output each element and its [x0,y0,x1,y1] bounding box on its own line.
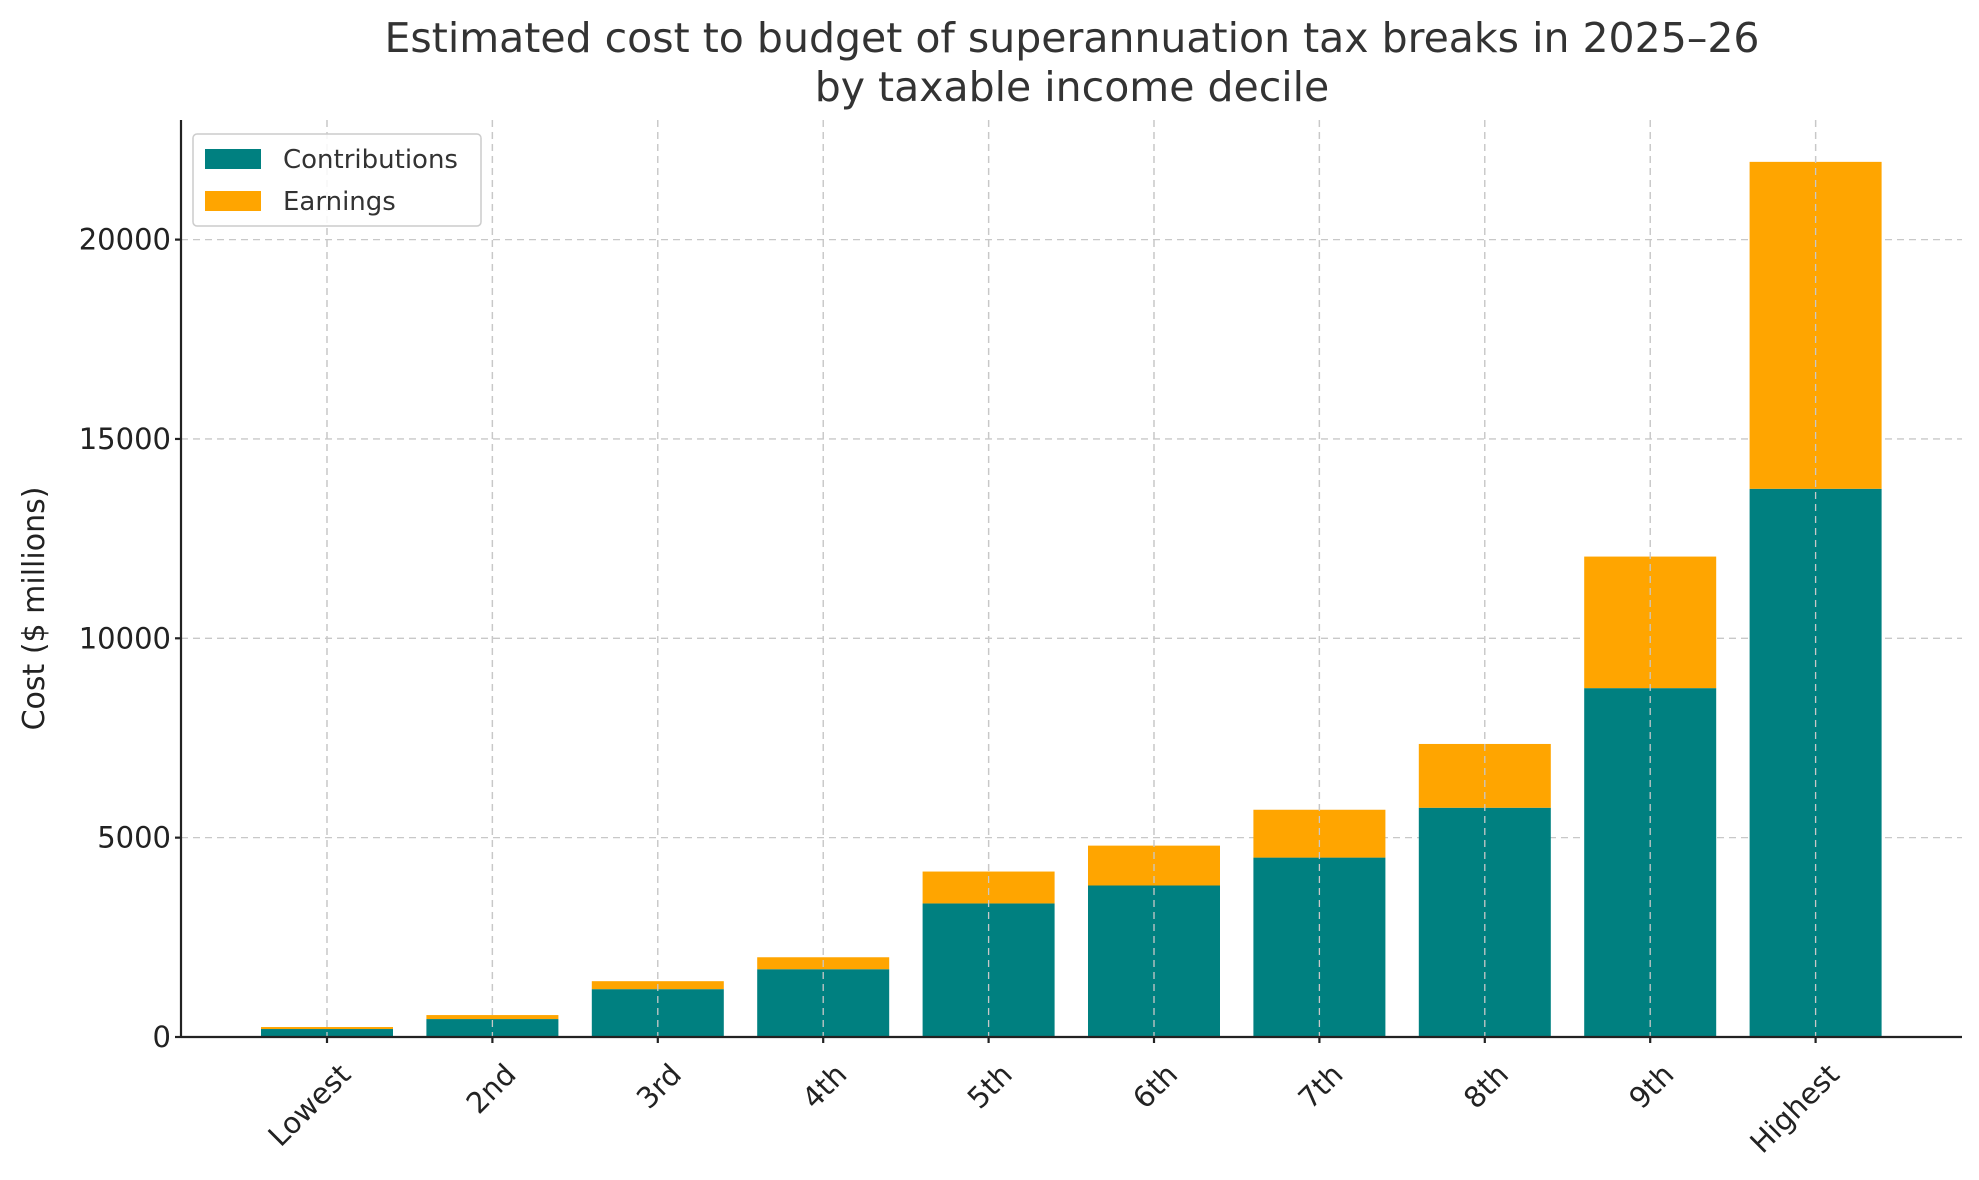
legend: Contributions Earnings [192,133,482,227]
x-tick-label: 3rd [630,1057,688,1115]
x-tick-label: 6th [1126,1057,1184,1115]
x-tick-label: Lowest [261,1057,357,1153]
legend-label-contributions: Contributions [283,145,458,175]
x-tick-label: 9th [1622,1057,1680,1115]
y-axis-label: Cost ($ millions) [17,487,52,731]
x-tick-label: 4th [795,1057,853,1115]
x-tick-label: 2nd [460,1057,523,1120]
bar-contributions-5th [922,903,1055,1037]
y-tick-label: 5000 [97,821,171,855]
y-tick-label: 0 [153,1020,171,1054]
x-tick-label: 7th [1291,1057,1349,1115]
axes [175,120,1962,1043]
legend-box [192,133,482,227]
x-tick-label: 5th [961,1057,1019,1115]
bar-contributions-2nd [426,1019,559,1037]
legend-swatch-earnings [205,191,261,211]
x-tick-label: Highest [1743,1057,1846,1160]
y-tick-label: 20000 [79,223,171,257]
y-tick-label: 10000 [79,621,171,655]
legend-label-earnings: Earnings [283,187,396,217]
bar-earnings-2nd [426,1015,559,1020]
chart-title-line-2: by taxable income decile [815,63,1330,111]
bar-contributions-7th [1253,857,1386,1037]
x-tick-label: 8th [1457,1057,1515,1115]
y-tick-label: 15000 [79,422,171,456]
bars [261,161,1882,1038]
bar-earnings-lowest [261,1027,393,1030]
chart-title-line-1: Estimated cost to budget of superannuati… [384,14,1759,62]
legend-swatch-contributions [205,149,261,169]
